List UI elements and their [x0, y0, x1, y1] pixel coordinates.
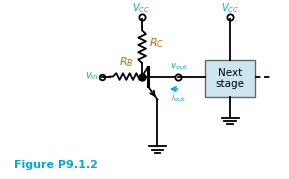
Text: Figure P9.1.2: Figure P9.1.2	[14, 160, 98, 170]
Text: $V_{CC}$: $V_{CC}$	[221, 1, 239, 15]
Text: $V_{CC}$: $V_{CC}$	[132, 1, 150, 15]
Bar	[205, 60, 255, 97]
Text: $v_{\rm in}$: $v_{\rm in}$	[85, 71, 98, 83]
Text: $R_C$: $R_C$	[149, 36, 164, 50]
Text: Next
stage: Next stage	[216, 68, 245, 89]
Text: $v_{\rm out}$: $v_{\rm out}$	[170, 61, 187, 72]
Text: $i_{\rm out}$: $i_{\rm out}$	[171, 92, 186, 104]
Text: $R_B$: $R_B$	[119, 55, 134, 69]
